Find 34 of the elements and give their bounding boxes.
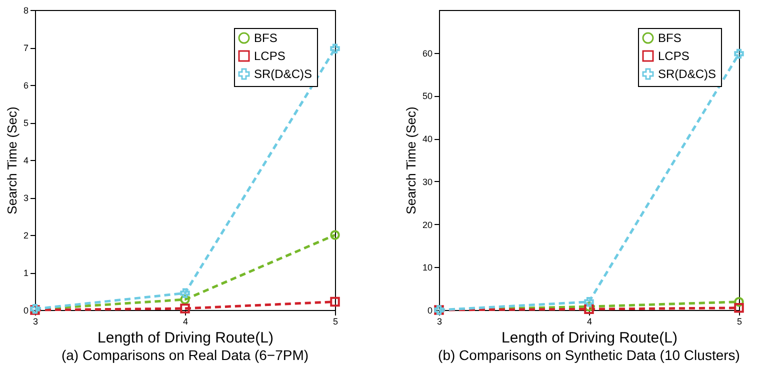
legend-label: BFS bbox=[658, 31, 682, 45]
y-tick-label: 30 bbox=[422, 176, 432, 187]
y-axis-title: Search Time (Sec) bbox=[4, 106, 20, 214]
y-axis-title: Search Time (Sec) bbox=[403, 106, 418, 214]
y-tick-label: 1 bbox=[23, 268, 28, 278]
y-tick-label: 6 bbox=[23, 80, 28, 90]
y-tick-label: 50 bbox=[422, 91, 432, 102]
y-tick-label: 8 bbox=[23, 6, 28, 16]
legend-label: SR(D&C)S bbox=[658, 67, 716, 81]
x-tick-label: 5 bbox=[332, 316, 338, 326]
text: (b) Comparisons on Synthetic Data (10 Clusters) bbox=[438, 347, 740, 363]
y-tick-label: 7 bbox=[23, 43, 28, 53]
y-tick-label: 60 bbox=[422, 48, 432, 58]
legend-label: LCPS bbox=[254, 49, 286, 63]
y-tick-label: 3 bbox=[23, 193, 28, 203]
x-axis-title: Length of Driving Route(L) bbox=[98, 330, 274, 346]
y-tick-label: 2 bbox=[23, 230, 28, 240]
y-tick-label: 4 bbox=[23, 156, 28, 166]
y-tick-label: 5 bbox=[23, 118, 28, 128]
x-tick-label: 3 bbox=[32, 316, 38, 326]
x-tick-label: 3 bbox=[436, 316, 442, 326]
y-tick-label: 20 bbox=[422, 220, 432, 230]
legend-label: LCPS bbox=[658, 49, 690, 63]
y-tick-label: 0 bbox=[23, 306, 28, 316]
y-tick-label: 0 bbox=[427, 306, 432, 316]
x-axis-title: Length of Driving Route(L) bbox=[502, 330, 678, 346]
x-tick-label: 5 bbox=[736, 316, 742, 326]
y-tick-label: 10 bbox=[422, 262, 432, 273]
legend-label: BFS bbox=[254, 31, 278, 45]
x-tick-label: 4 bbox=[182, 316, 188, 326]
x-tick-label: 4 bbox=[586, 316, 592, 326]
text: (a) Comparisons on Real Data (6−7PM) bbox=[61, 347, 309, 363]
y-tick-label: 40 bbox=[422, 134, 432, 144]
legend-label: SR(D&C)S bbox=[254, 67, 312, 81]
